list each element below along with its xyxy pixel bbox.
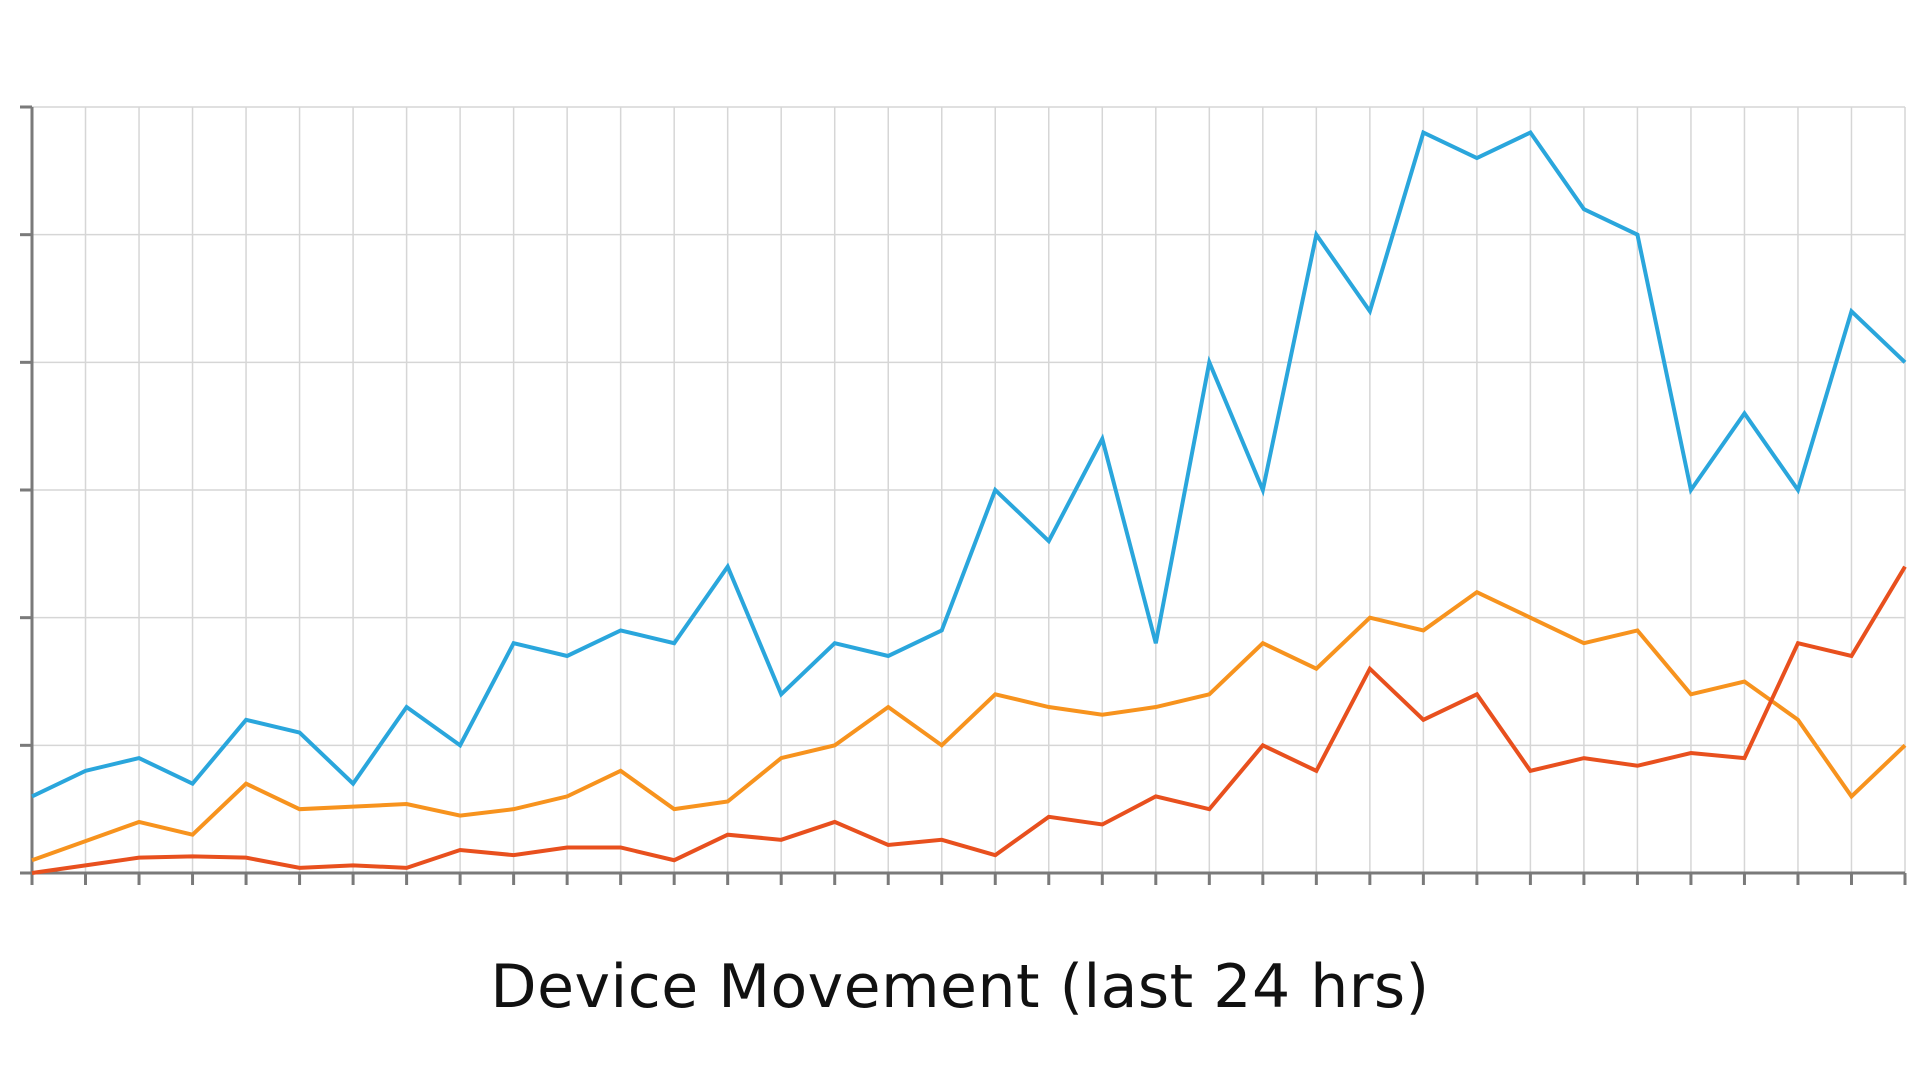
series-line-2 <box>31 589 1907 863</box>
chart-title: Device Movement (last 24 hrs) <box>490 952 1430 1022</box>
series-lines <box>31 129 1907 875</box>
series-line-1 <box>31 129 1907 799</box>
grid-lines <box>31 106 1906 873</box>
axes <box>20 105 1907 885</box>
series-line-3 <box>31 565 1907 875</box>
